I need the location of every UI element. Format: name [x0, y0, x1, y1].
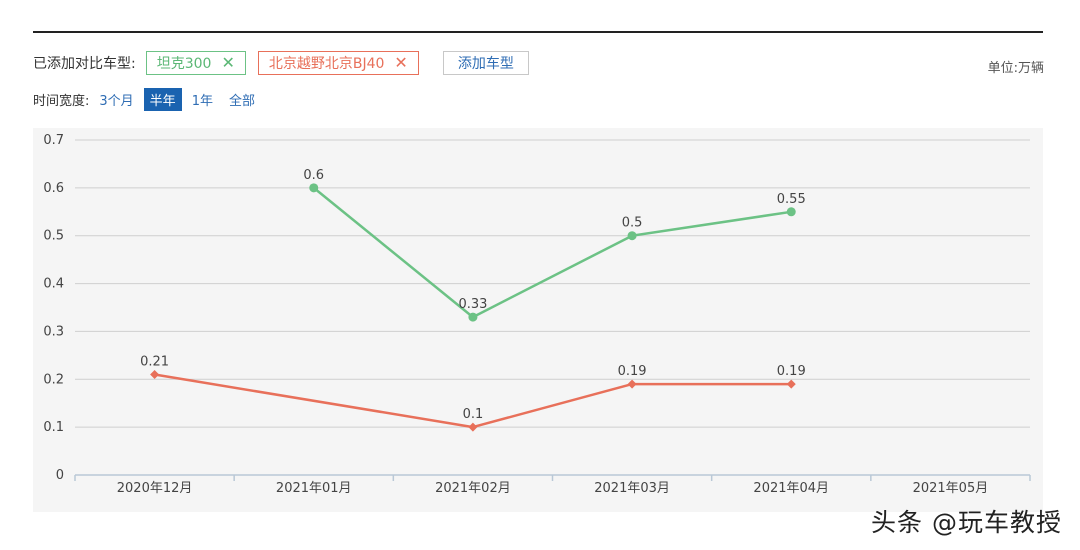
data-label: 0.6 — [303, 168, 324, 183]
data-point — [309, 183, 319, 193]
data-point — [468, 422, 478, 432]
data-label: 0.1 — [463, 407, 484, 422]
compare-label: 已添加对比车型: — [33, 56, 136, 72]
time-range-label: 时间宽度: — [33, 93, 90, 109]
tag-bj40-label: 北京越野北京BJ40 — [268, 56, 385, 72]
x-tick-label: 2020年12月 — [117, 481, 193, 496]
x-tick-label: 2021年01月 — [276, 481, 352, 496]
y-tick-label: 0.6 — [43, 181, 64, 196]
tag-tank300-label: 坦克300 — [156, 56, 212, 72]
data-point — [627, 379, 637, 389]
data-label: 0.5 — [622, 216, 643, 231]
y-tick-label: 0.2 — [43, 372, 64, 387]
time-range-bar: 时间宽度: 3个月 半年 1年 全部 — [33, 87, 261, 111]
tag-bj40[interactable]: 北京越野北京BJ40 ✕ — [257, 51, 419, 75]
close-icon[interactable]: ✕ — [394, 53, 408, 72]
range-option-1y[interactable]: 1年 — [191, 93, 213, 109]
tag-tank300[interactable]: 坦克300 ✕ — [145, 51, 246, 75]
y-tick-label: 0.1 — [43, 420, 64, 435]
data-point — [786, 379, 796, 389]
data-label: 0.55 — [777, 192, 806, 207]
data-point — [150, 370, 160, 379]
data-label: 0.21 — [140, 355, 169, 370]
y-tick-label: 0.7 — [43, 133, 64, 148]
x-tick-label: 2021年03月 — [594, 481, 670, 496]
chart-area: 0 0.1 0.2 0.3 0.4 0.5 0.6 0.7 2020年12月 2021年01月 20… — [33, 128, 1043, 512]
y-tick-label: 0 — [56, 468, 64, 483]
x-tick-label: 2021年04月 — [753, 481, 829, 496]
unit-label: 单位:万辆 — [987, 61, 1044, 76]
add-model-button[interactable]: 添加车型 — [442, 51, 529, 75]
top-divider — [33, 31, 1043, 33]
close-icon[interactable]: ✕ — [221, 53, 235, 72]
x-tick-label: 2021年02月 — [435, 481, 511, 496]
y-tick-label: 0.5 — [43, 229, 64, 244]
range-option-half-year[interactable]: 半年 — [143, 87, 182, 111]
line-chart: 0 0.1 0.2 0.3 0.4 0.5 0.6 0.7 2020年12月 2021年01月 20… — [43, 133, 1031, 496]
range-option-3m[interactable]: 3个月 — [99, 93, 134, 109]
series-line-1 — [313, 186, 792, 319]
x-tick-label: 2021年05月 — [913, 481, 989, 496]
watermark: 头条 @玩车教授 — [871, 508, 1062, 537]
data-point — [627, 231, 637, 241]
series-line-2 — [154, 373, 792, 429]
data-point — [468, 312, 478, 322]
y-tick-label: 0.4 — [43, 277, 64, 292]
data-label: 0.19 — [618, 364, 647, 379]
compare-bar: 已添加对比车型: 坦克300 ✕ 北京越野北京BJ40 ✕ 添加车型 — [33, 50, 529, 76]
range-option-all[interactable]: 全部 — [228, 93, 255, 109]
data-label: 0.19 — [777, 364, 806, 379]
data-label: 0.33 — [458, 297, 487, 312]
data-point — [786, 207, 796, 217]
y-tick-label: 0.3 — [43, 324, 64, 339]
